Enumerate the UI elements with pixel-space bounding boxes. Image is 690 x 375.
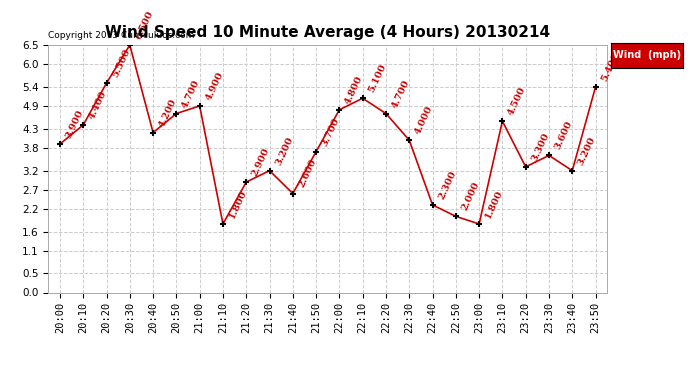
Text: 5.400: 5.400: [600, 51, 621, 83]
Text: 4.900: 4.900: [204, 70, 225, 102]
Text: 2.300: 2.300: [437, 169, 457, 201]
Text: 4.000: 4.000: [413, 104, 435, 136]
Text: 1.800: 1.800: [483, 188, 504, 220]
Title: Wind Speed 10 Minute Average (4 Hours) 20130214: Wind Speed 10 Minute Average (4 Hours) 2…: [105, 25, 551, 40]
Text: 5.500: 5.500: [110, 47, 132, 79]
Text: 3.600: 3.600: [553, 120, 574, 151]
Text: 2.600: 2.600: [297, 158, 318, 189]
Text: 4.700: 4.700: [390, 78, 411, 110]
Text: 4.500: 4.500: [506, 86, 528, 117]
Text: 1.800: 1.800: [227, 188, 248, 220]
Text: 3.200: 3.200: [274, 135, 295, 166]
Text: 6.500: 6.500: [134, 9, 155, 41]
Text: 5.100: 5.100: [367, 63, 388, 94]
Text: Wind  (mph): Wind (mph): [613, 50, 681, 60]
Text: 4.800: 4.800: [344, 74, 364, 106]
Text: 4.700: 4.700: [181, 78, 201, 110]
Text: 3.900: 3.900: [64, 108, 85, 140]
Text: Copyright 2013 Curriculuos.com: Copyright 2013 Curriculuos.com: [48, 31, 195, 40]
Text: 4.400: 4.400: [88, 89, 108, 121]
Text: 3.300: 3.300: [530, 131, 551, 163]
Text: 2.900: 2.900: [250, 146, 271, 178]
Text: 3.700: 3.700: [320, 116, 342, 147]
Text: 2.000: 2.000: [460, 180, 481, 212]
Text: 3.200: 3.200: [576, 135, 598, 166]
Text: 4.200: 4.200: [157, 97, 178, 128]
